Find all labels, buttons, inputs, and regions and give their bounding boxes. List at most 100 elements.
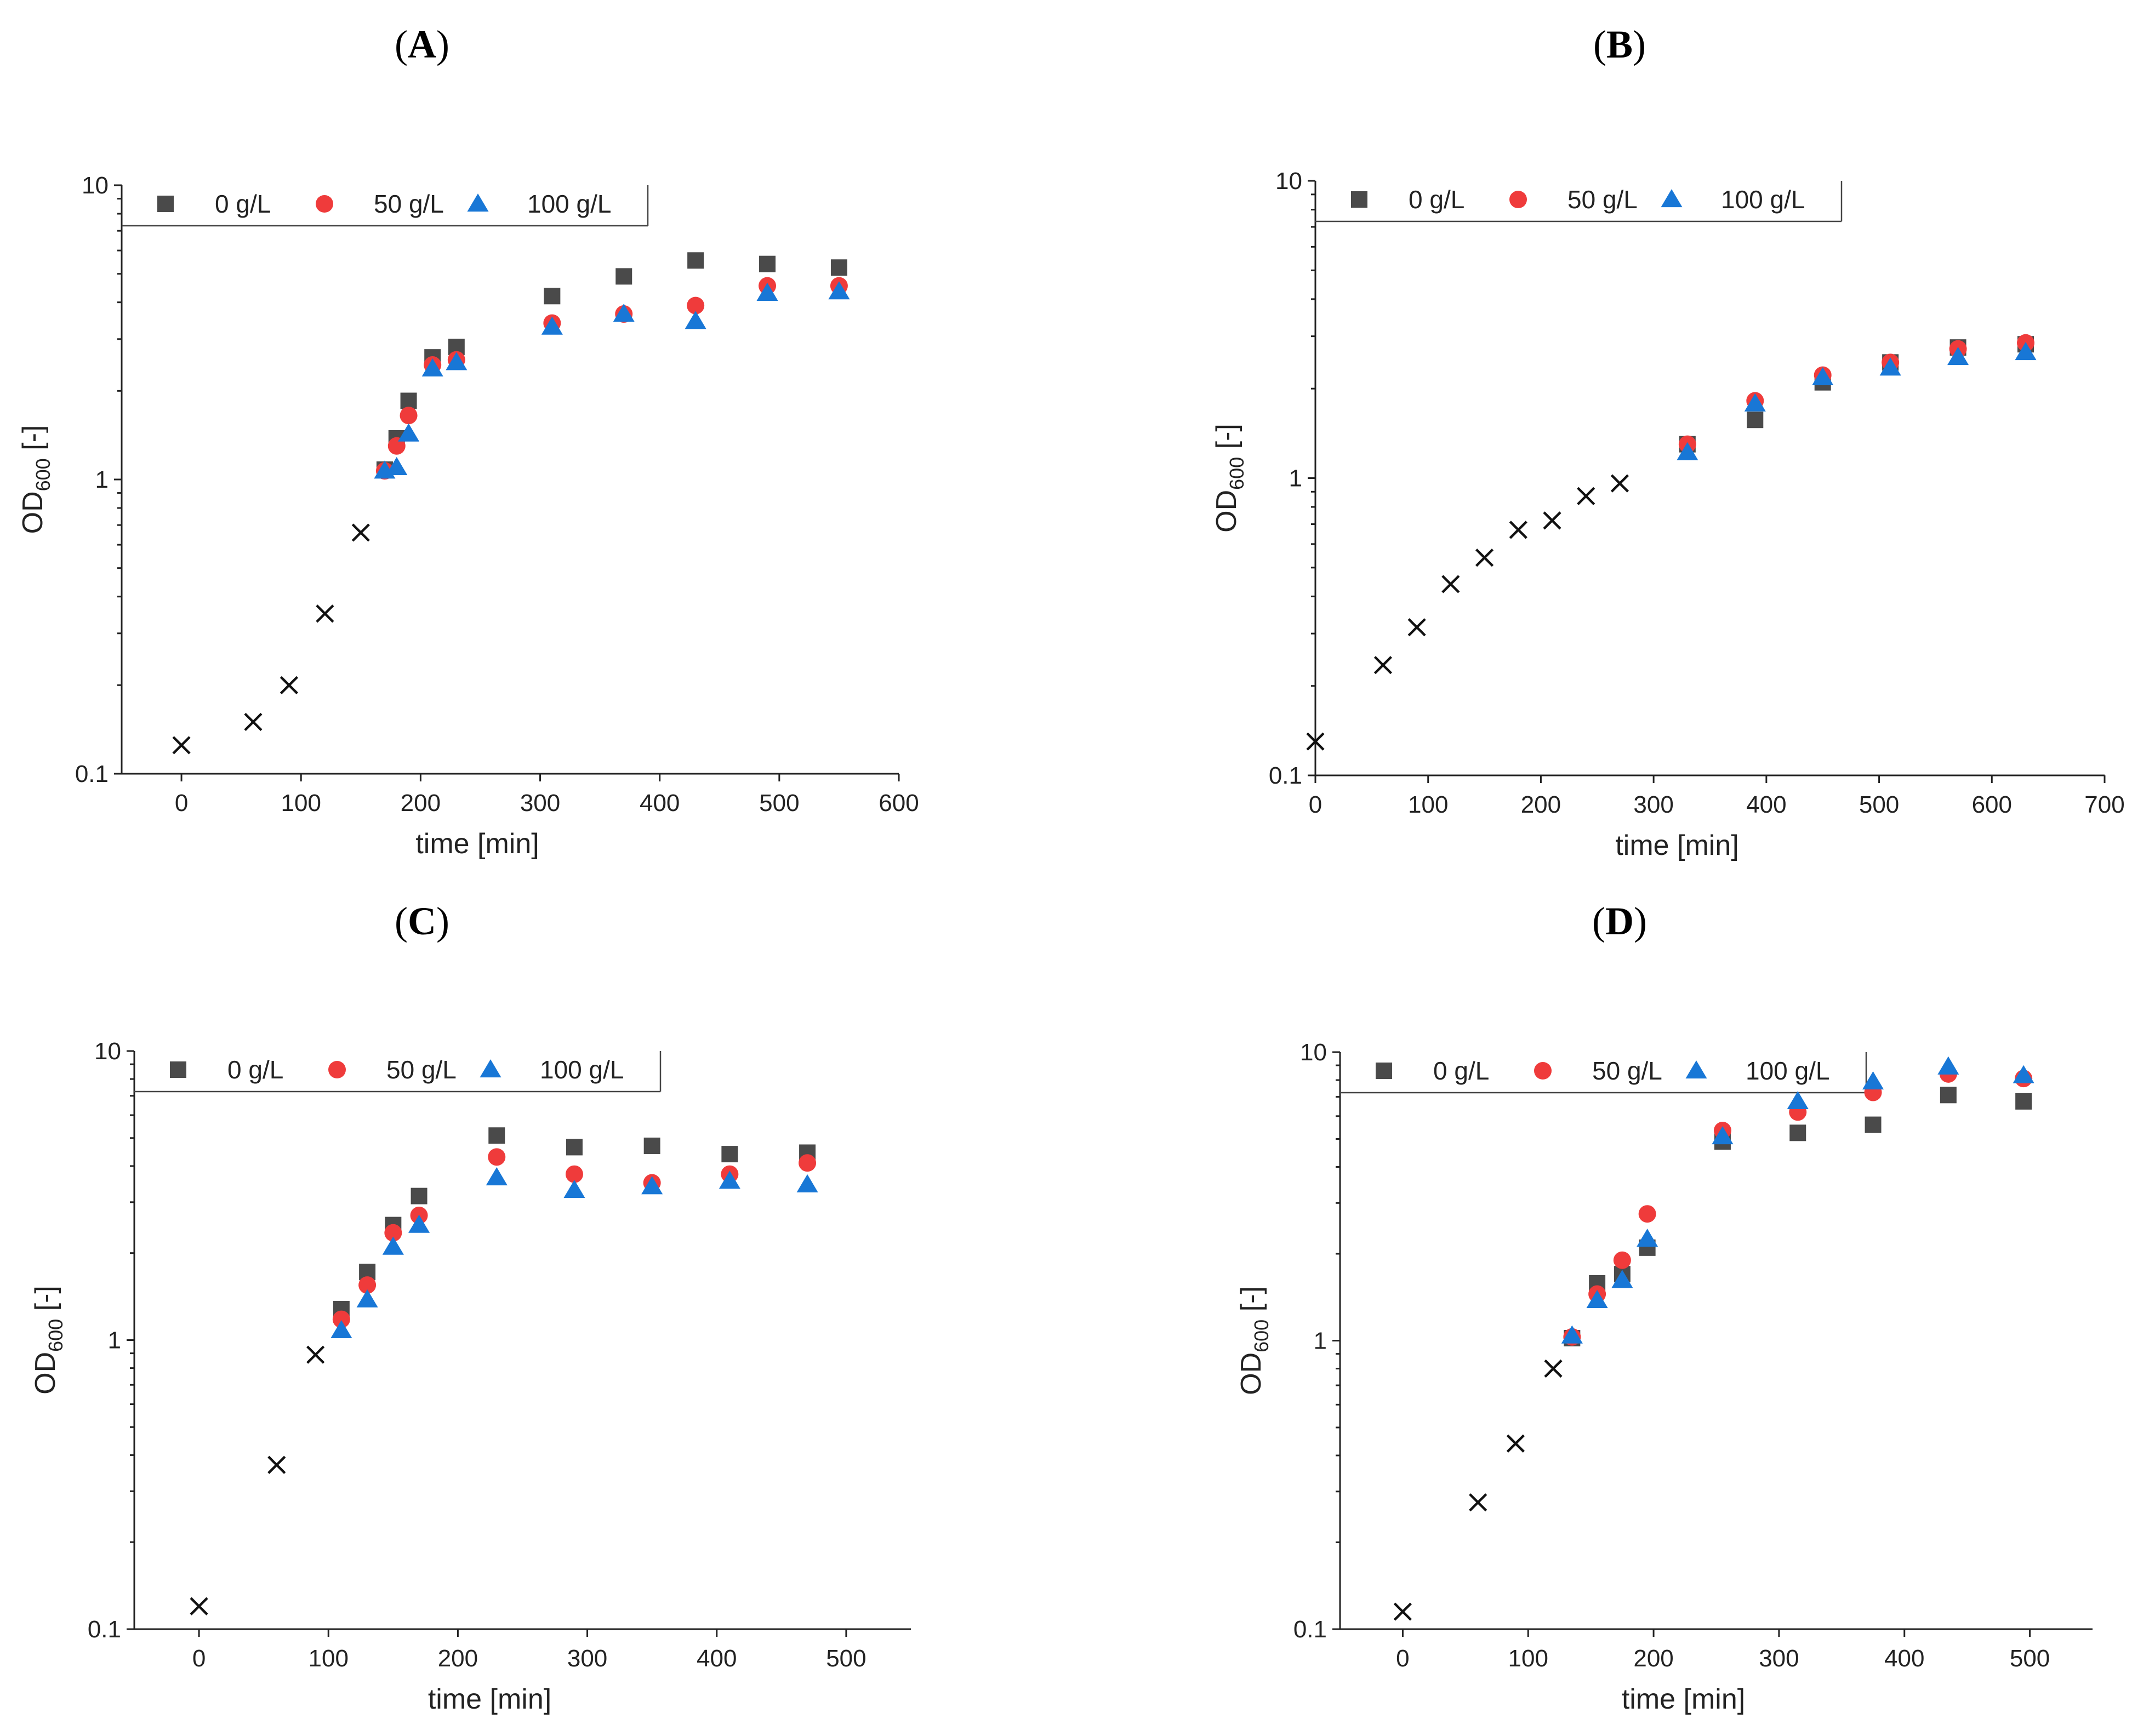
preculture-point [1475,549,1494,567]
x-tick-label: 0 [1396,1645,1409,1672]
legend-marker [1685,1060,1707,1079]
y-tick-label: 10 [94,1038,121,1065]
series-100-g-l [330,1167,818,1339]
legend-label: 50 g/L [1567,185,1638,214]
legend-marker [1351,191,1367,208]
data-point [759,255,776,272]
preculture-point [1506,1434,1525,1453]
data-point [1613,1251,1631,1269]
x-tick-label: 100 [309,1645,349,1672]
data-point [421,358,443,376]
x-tick-label: 100 [1508,1645,1548,1672]
data-point [719,1170,740,1189]
x-tick-label: 400 [697,1645,737,1672]
data-point [687,296,705,315]
legend-marker [1534,1062,1552,1080]
data-point [828,281,850,300]
y-tick-label: 0.1 [88,1616,121,1643]
preculture-point [1509,521,1527,539]
legend-marker [467,193,489,212]
data-point [488,1127,505,1144]
data-point [756,282,778,301]
x-tick-label: 200 [401,790,441,816]
x-axis-title: time [min] [415,828,539,860]
data-point [1637,1229,1658,1247]
legend-label: 0 g/L [215,190,271,218]
x-tick-label: 200 [438,1645,478,1672]
x-axis-title: time [min] [428,1683,551,1715]
data-point [566,1139,583,1156]
y-tick-label: 10 [82,172,109,199]
preculture-point [316,604,334,623]
data-point [721,1146,738,1163]
panel-a: (A) 0 100 200 300 400 500 600 0.1 1 10 time [min] OD… [17,22,919,860]
x-tick-label: 300 [1759,1645,1799,1672]
legend: 0 g/L 50 g/L 100 g/L [134,1051,662,1093]
series-50-g-l [332,1148,817,1328]
panel-d: (D) 0 100 200 300 400 500 0.1 1 10 time [min] OD600… [1235,899,2093,1715]
data-point [1638,1205,1656,1223]
x-tick-label: 400 [640,790,680,816]
preculture-point [1610,474,1629,493]
legend-label: 50 g/L [1592,1057,1662,1085]
legend-label: 100 g/L [1721,185,1805,214]
legend-marker [316,195,333,213]
data-point [1789,1124,1806,1141]
x-tick-label: 500 [759,790,799,816]
series-100-g-l [374,281,850,479]
preculture-point [1373,656,1393,675]
panel-c: (C) 0 100 200 300 400 500 0.1 1 10 time [min] OD600… [30,899,911,1715]
preculture-point [267,1455,286,1474]
preculture-point [1469,1493,1487,1512]
data-point [330,1320,352,1339]
data-point [641,1176,663,1195]
panel-title: (C) [395,899,449,943]
panel-title: (B) [1593,22,1646,66]
legend-label: 100 g/L [1746,1057,1829,1085]
x-tick-label: 600 [1972,791,2012,818]
data-point [382,1236,404,1255]
data-point [613,304,635,322]
x-tick-label: 400 [1746,791,1786,818]
legend-label: 50 g/L [374,190,444,218]
data-point [1812,367,1834,386]
data-point [541,316,563,335]
y-tick-label: 10 [1275,168,1302,195]
data-point [1586,1289,1608,1309]
data-point [446,352,468,370]
preculture-point [190,1597,208,1615]
data-point [2015,1093,2032,1110]
data-point [615,268,632,285]
data-point [358,1276,377,1294]
legend-marker [1661,189,1683,208]
data-point [1611,1270,1633,1288]
preculture-point [1544,1359,1563,1378]
data-point [488,1148,506,1166]
y-axis-title: OD600 [-] [30,1286,67,1395]
y-tick-label: 1 [1289,465,1302,492]
y-tick-label: 0.1 [75,761,109,787]
data-point [1862,1071,1884,1090]
legend-label: 0 g/L [1433,1057,1489,1085]
data-point [2015,341,2037,361]
data-point [1712,1126,1734,1145]
data-point [398,423,420,442]
data-point [356,1289,378,1307]
data-point [1561,1325,1583,1344]
legend-marker [1509,191,1527,208]
legend-marker [480,1059,501,1078]
preculture-point [1577,487,1595,505]
data-point [1947,347,1969,366]
preculture-point [244,712,263,732]
preculture-point [280,676,299,694]
data-point [1937,1056,1959,1075]
data-point [643,1137,660,1154]
data-point [408,1214,430,1233]
data-point [544,288,561,305]
preculture-point [1441,575,1460,593]
legend-marker [157,196,174,212]
x-tick-label: 400 [1884,1645,1924,1672]
y-tick-label: 1 [95,466,109,493]
series-100-g-l [1561,1056,2034,1344]
data-point [799,1154,817,1172]
